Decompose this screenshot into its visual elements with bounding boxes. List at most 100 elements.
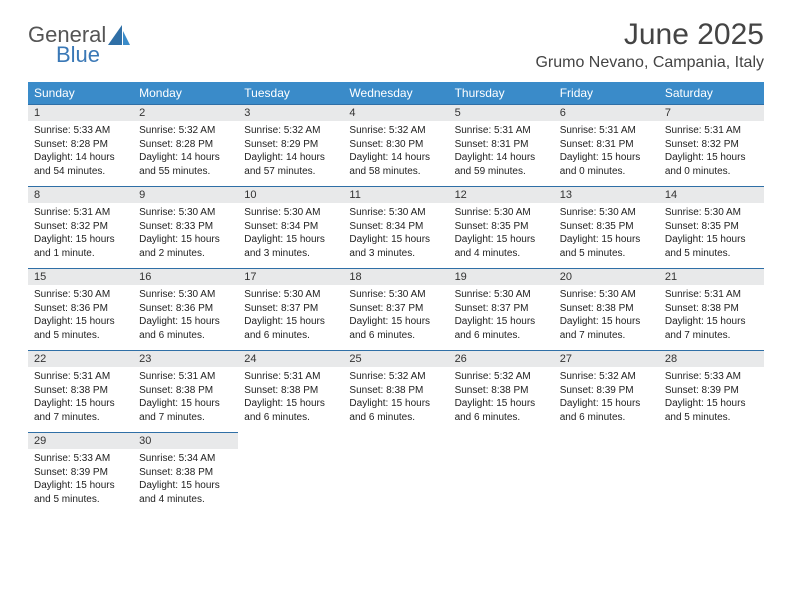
day-number: 29 — [28, 432, 133, 449]
day-details: Sunrise: 5:32 AMSunset: 8:29 PMDaylight:… — [238, 121, 343, 186]
day-number: 3 — [238, 104, 343, 121]
day-line: Sunrise: 5:32 AM — [244, 124, 337, 138]
day-cell: 26Sunrise: 5:32 AMSunset: 8:38 PMDayligh… — [449, 350, 554, 432]
day-line: Sunrise: 5:32 AM — [560, 370, 653, 384]
day-line: Sunset: 8:34 PM — [349, 220, 442, 234]
day-details: Sunrise: 5:30 AMSunset: 8:34 PMDaylight:… — [343, 203, 448, 268]
day-line: Sunset: 8:38 PM — [665, 302, 758, 316]
day-cell: 15Sunrise: 5:30 AMSunset: 8:36 PMDayligh… — [28, 268, 133, 350]
day-line: Sunset: 8:39 PM — [665, 384, 758, 398]
day-line: and 1 minute. — [34, 247, 127, 261]
day-details: Sunrise: 5:32 AMSunset: 8:38 PMDaylight:… — [449, 367, 554, 432]
week-row: 15Sunrise: 5:30 AMSunset: 8:36 PMDayligh… — [28, 268, 764, 350]
day-cell: 10Sunrise: 5:30 AMSunset: 8:34 PMDayligh… — [238, 186, 343, 268]
day-cell: 5Sunrise: 5:31 AMSunset: 8:31 PMDaylight… — [449, 104, 554, 186]
day-line: Sunset: 8:32 PM — [34, 220, 127, 234]
week-row: 29Sunrise: 5:33 AMSunset: 8:39 PMDayligh… — [28, 432, 764, 514]
day-cell: 6Sunrise: 5:31 AMSunset: 8:31 PMDaylight… — [554, 104, 659, 186]
day-line: Sunrise: 5:31 AM — [665, 288, 758, 302]
day-line: Sunrise: 5:30 AM — [560, 206, 653, 220]
day-cell: 25Sunrise: 5:32 AMSunset: 8:38 PMDayligh… — [343, 350, 448, 432]
day-cell: 28Sunrise: 5:33 AMSunset: 8:39 PMDayligh… — [659, 350, 764, 432]
day-line: Daylight: 15 hours — [665, 397, 758, 411]
day-cell: 2Sunrise: 5:32 AMSunset: 8:28 PMDaylight… — [133, 104, 238, 186]
empty-day — [554, 432, 659, 490]
day-line: and 3 minutes. — [244, 247, 337, 261]
day-line: Daylight: 15 hours — [665, 151, 758, 165]
day-line: Daylight: 15 hours — [455, 315, 548, 329]
day-line: and 58 minutes. — [349, 165, 442, 179]
day-number: 16 — [133, 268, 238, 285]
day-line: Sunset: 8:31 PM — [560, 138, 653, 152]
day-details: Sunrise: 5:34 AMSunset: 8:38 PMDaylight:… — [133, 449, 238, 514]
day-header-row: SundayMondayTuesdayWednesdayThursdayFrid… — [28, 82, 764, 104]
day-cell: 3Sunrise: 5:32 AMSunset: 8:29 PMDaylight… — [238, 104, 343, 186]
day-line: and 6 minutes. — [244, 329, 337, 343]
day-line: Daylight: 15 hours — [665, 315, 758, 329]
day-details: Sunrise: 5:31 AMSunset: 8:38 PMDaylight:… — [238, 367, 343, 432]
day-line: and 0 minutes. — [665, 165, 758, 179]
day-line: Sunset: 8:38 PM — [34, 384, 127, 398]
day-details: Sunrise: 5:30 AMSunset: 8:34 PMDaylight:… — [238, 203, 343, 268]
day-line: Daylight: 15 hours — [34, 479, 127, 493]
day-cell: 1Sunrise: 5:33 AMSunset: 8:28 PMDaylight… — [28, 104, 133, 186]
day-number: 9 — [133, 186, 238, 203]
day-line: Sunset: 8:39 PM — [34, 466, 127, 480]
day-line: Daylight: 15 hours — [139, 315, 232, 329]
day-details: Sunrise: 5:33 AMSunset: 8:39 PMDaylight:… — [659, 367, 764, 432]
day-line: Daylight: 15 hours — [244, 397, 337, 411]
day-line: Sunset: 8:38 PM — [560, 302, 653, 316]
day-number: 17 — [238, 268, 343, 285]
day-cell: 4Sunrise: 5:32 AMSunset: 8:30 PMDaylight… — [343, 104, 448, 186]
empty-day — [238, 432, 343, 490]
day-cell: 30Sunrise: 5:34 AMSunset: 8:38 PMDayligh… — [133, 432, 238, 514]
day-cell: 19Sunrise: 5:30 AMSunset: 8:37 PMDayligh… — [449, 268, 554, 350]
day-line: and 3 minutes. — [349, 247, 442, 261]
day-details: Sunrise: 5:31 AMSunset: 8:32 PMDaylight:… — [659, 121, 764, 186]
month-title: June 2025 — [535, 18, 764, 52]
day-details: Sunrise: 5:32 AMSunset: 8:38 PMDaylight:… — [343, 367, 448, 432]
day-number: 21 — [659, 268, 764, 285]
day-line: and 7 minutes. — [139, 411, 232, 425]
day-line: Sunset: 8:34 PM — [244, 220, 337, 234]
day-number: 25 — [343, 350, 448, 367]
day-line: Daylight: 15 hours — [560, 151, 653, 165]
day-line: and 6 minutes. — [455, 329, 548, 343]
day-cell: 8Sunrise: 5:31 AMSunset: 8:32 PMDaylight… — [28, 186, 133, 268]
day-number: 18 — [343, 268, 448, 285]
day-line: Sunrise: 5:30 AM — [455, 206, 548, 220]
day-line: Sunrise: 5:31 AM — [34, 206, 127, 220]
day-details: Sunrise: 5:30 AMSunset: 8:37 PMDaylight:… — [238, 285, 343, 350]
day-number: 1 — [28, 104, 133, 121]
day-line: Sunset: 8:36 PM — [139, 302, 232, 316]
day-line: Daylight: 15 hours — [139, 397, 232, 411]
day-line: and 6 minutes. — [349, 329, 442, 343]
day-line: Daylight: 15 hours — [455, 397, 548, 411]
day-header: Sunday — [28, 82, 133, 104]
week-row: 8Sunrise: 5:31 AMSunset: 8:32 PMDaylight… — [28, 186, 764, 268]
day-number: 14 — [659, 186, 764, 203]
day-line: Sunrise: 5:30 AM — [139, 206, 232, 220]
day-cell: 13Sunrise: 5:30 AMSunset: 8:35 PMDayligh… — [554, 186, 659, 268]
day-line: Sunrise: 5:30 AM — [244, 288, 337, 302]
day-details: Sunrise: 5:31 AMSunset: 8:32 PMDaylight:… — [28, 203, 133, 268]
day-line: and 7 minutes. — [560, 329, 653, 343]
day-cell: 22Sunrise: 5:31 AMSunset: 8:38 PMDayligh… — [28, 350, 133, 432]
day-line: Sunrise: 5:31 AM — [560, 124, 653, 138]
day-cell: 7Sunrise: 5:31 AMSunset: 8:32 PMDaylight… — [659, 104, 764, 186]
title-block: June 2025 Grumo Nevano, Campania, Italy — [535, 18, 764, 72]
day-details: Sunrise: 5:30 AMSunset: 8:35 PMDaylight:… — [449, 203, 554, 268]
day-line: Daylight: 15 hours — [349, 397, 442, 411]
day-line: Daylight: 15 hours — [244, 233, 337, 247]
day-line: Daylight: 14 hours — [455, 151, 548, 165]
day-line: and 5 minutes. — [665, 247, 758, 261]
day-line: Sunrise: 5:30 AM — [349, 288, 442, 302]
day-number: 8 — [28, 186, 133, 203]
day-line: Sunset: 8:39 PM — [560, 384, 653, 398]
logo: General Blue — [28, 22, 132, 68]
day-line: Sunrise: 5:30 AM — [665, 206, 758, 220]
day-details: Sunrise: 5:33 AMSunset: 8:28 PMDaylight:… — [28, 121, 133, 186]
day-details: Sunrise: 5:30 AMSunset: 8:35 PMDaylight:… — [554, 203, 659, 268]
day-header: Tuesday — [238, 82, 343, 104]
day-cell: 24Sunrise: 5:31 AMSunset: 8:38 PMDayligh… — [238, 350, 343, 432]
